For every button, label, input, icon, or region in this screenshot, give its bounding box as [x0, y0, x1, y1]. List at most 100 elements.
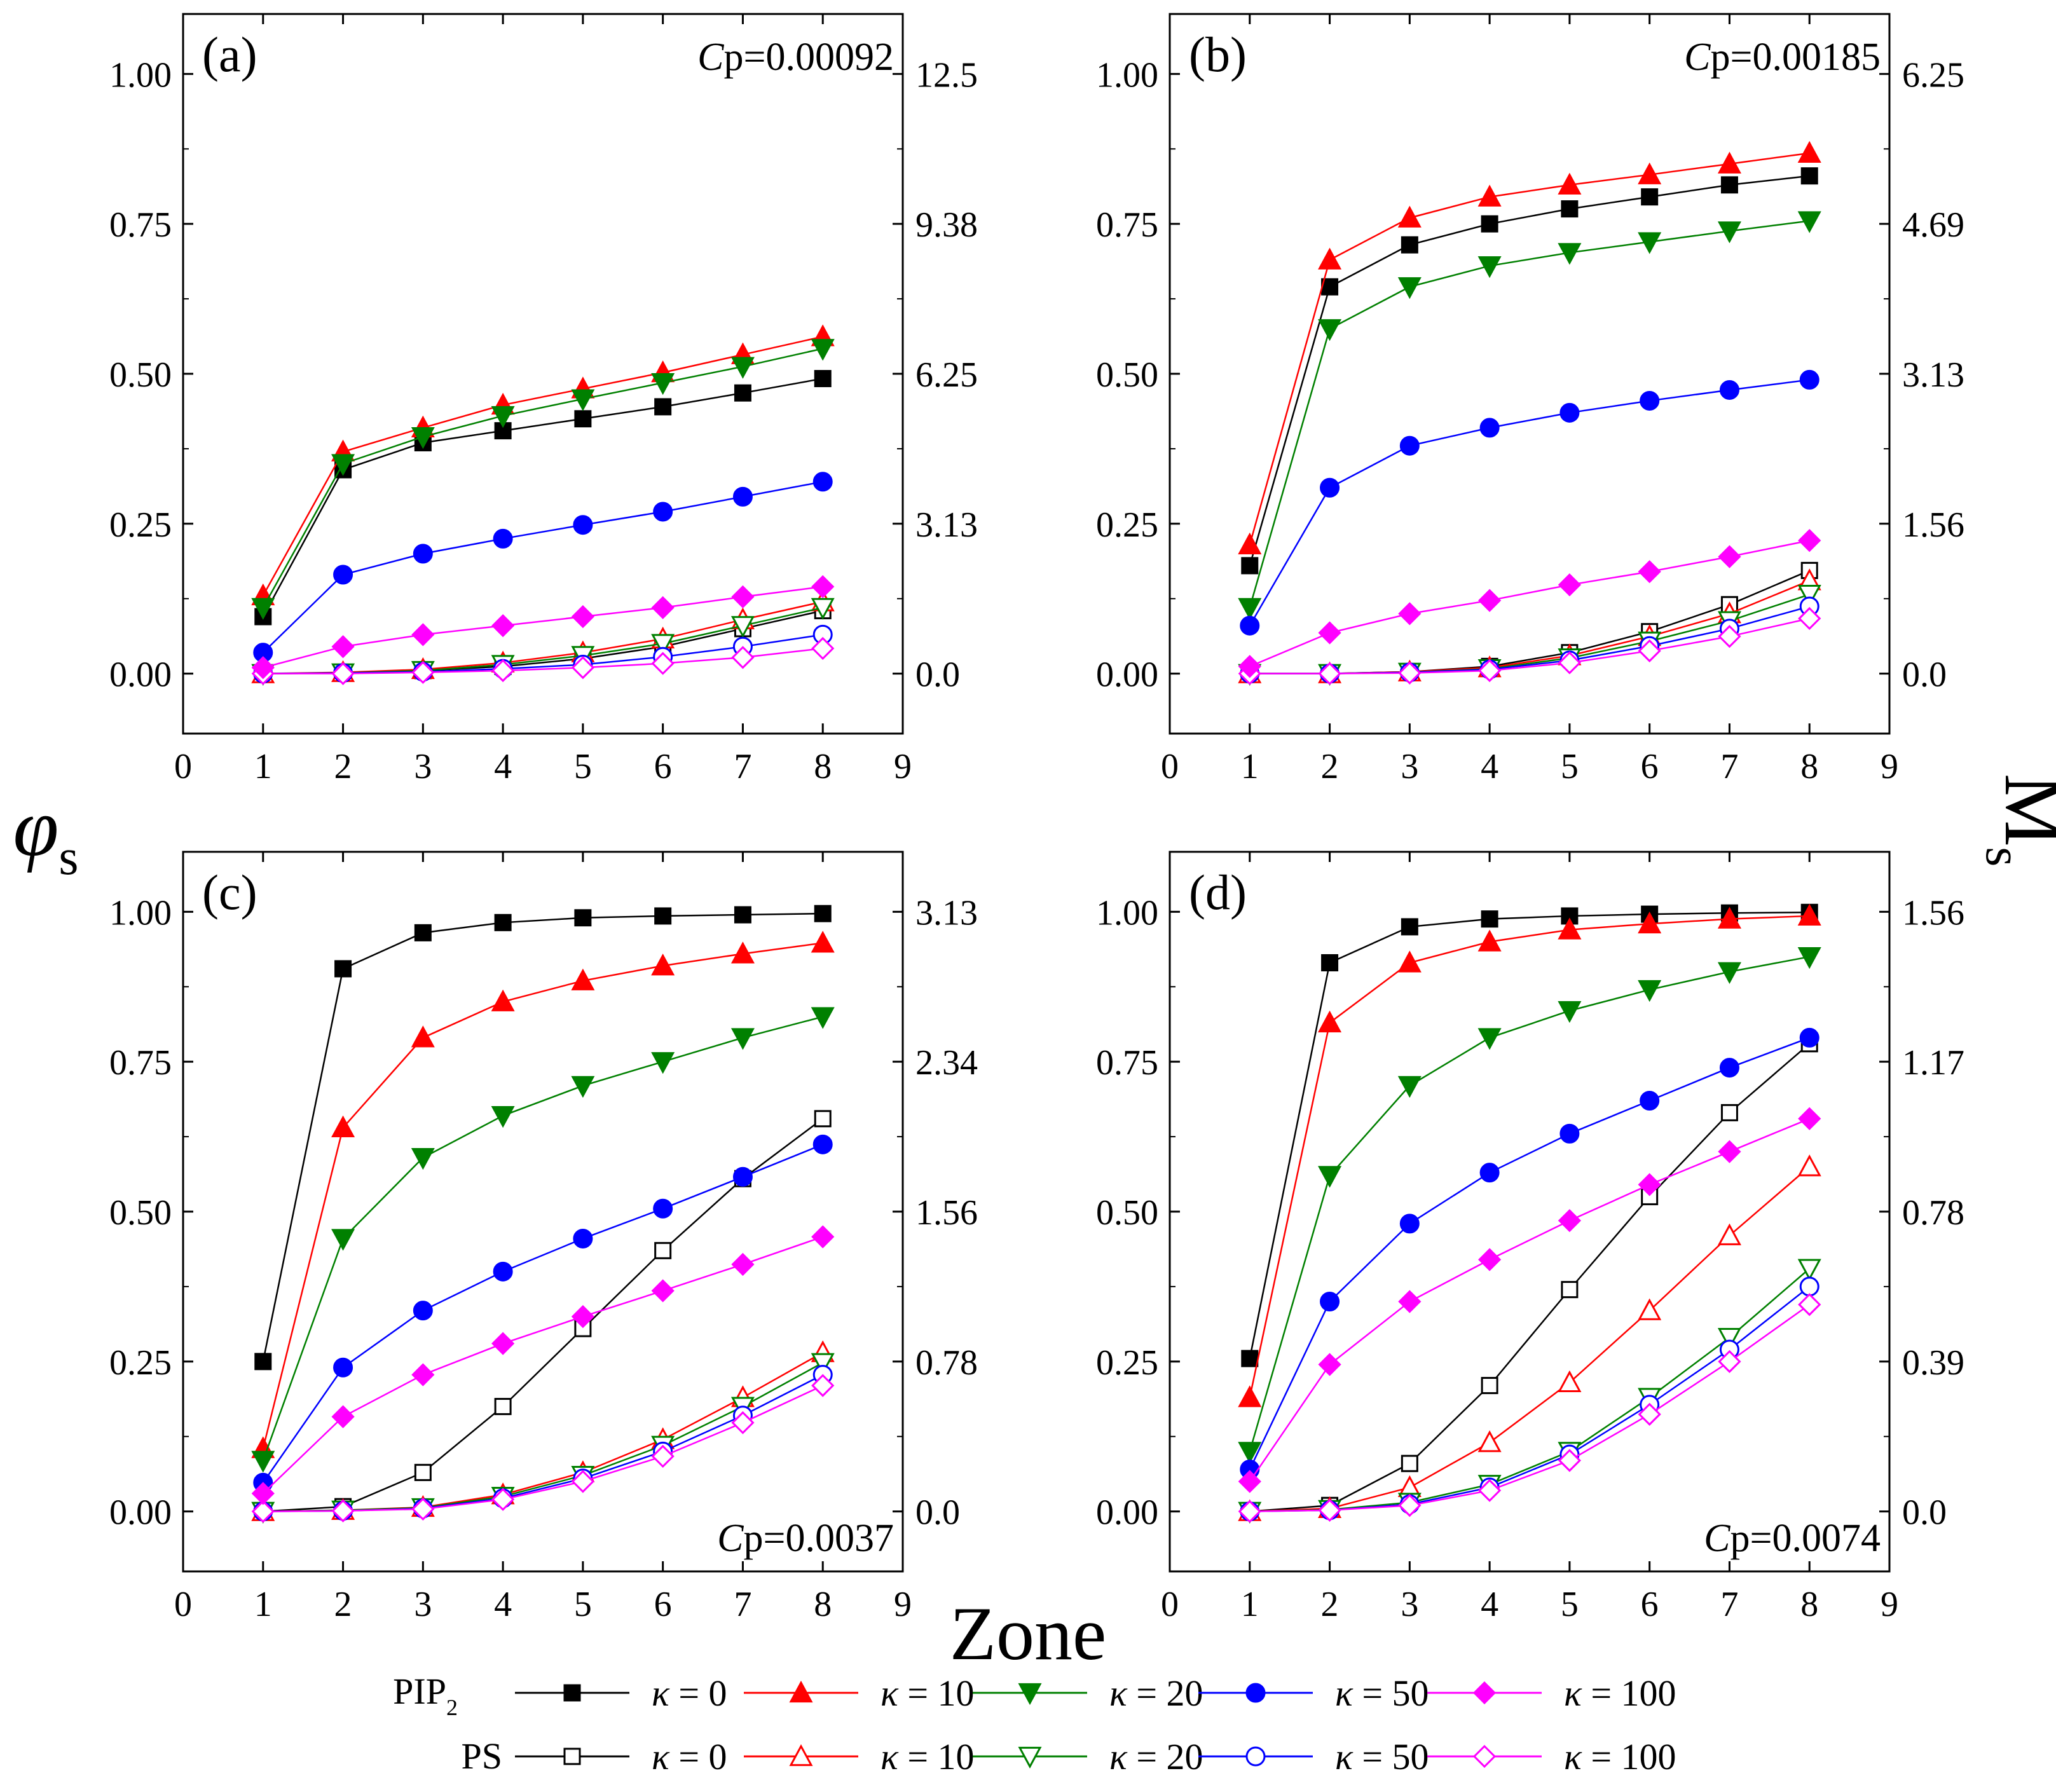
- data-point: [1477, 589, 1502, 612]
- data-point: [1397, 277, 1422, 299]
- data-point: [1398, 661, 1422, 685]
- right-tick-label: 1.56: [915, 1193, 978, 1233]
- series-pip2-k10: [251, 931, 835, 1458]
- right-tick-label: 3.13: [915, 505, 978, 545]
- right-tick-label: 1.17: [1902, 1043, 1964, 1083]
- x-tick-label: 3: [414, 747, 432, 786]
- series-ps-k100: [1238, 606, 1821, 685]
- series-line: [263, 1385, 823, 1512]
- data-point: [1561, 1281, 1579, 1299]
- data-point: [1797, 1259, 1821, 1281]
- data-point: [814, 905, 832, 922]
- y-tick-label: 0.75: [1096, 1043, 1158, 1083]
- data-point: [1398, 1290, 1422, 1313]
- series-pip2-k10: [1238, 903, 1821, 1407]
- data-point: [1638, 162, 1662, 184]
- cp-label: Cp=0.0074: [1704, 1517, 1881, 1560]
- data-point: [494, 1398, 512, 1416]
- data-point: [1399, 435, 1420, 456]
- data-point: [571, 1076, 595, 1098]
- right-tick-label: 0.0: [915, 655, 960, 695]
- series-line: [1249, 379, 1810, 626]
- right-tick-label: 1.56: [1902, 505, 1964, 545]
- data-point: [333, 564, 353, 585]
- x-tick-label: 0: [1161, 747, 1179, 786]
- data-point: [1240, 615, 1260, 636]
- right-tick-label: 0.78: [1902, 1193, 1964, 1233]
- data-point: [1638, 912, 1662, 934]
- data-point: [491, 406, 515, 428]
- data-point: [1477, 184, 1502, 207]
- data-point: [1238, 1500, 1261, 1523]
- y-tick-label: 0.00: [109, 655, 172, 695]
- series-pip2-k0: [254, 905, 832, 1371]
- data-point: [331, 454, 355, 476]
- legend-text: κ = 20: [1109, 1736, 1203, 1777]
- x-tick-label: 6: [1641, 747, 1659, 786]
- legend-text: κ = 20: [1109, 1672, 1203, 1714]
- data-point: [734, 384, 751, 402]
- data-point: [1797, 1154, 1821, 1177]
- data-point: [1640, 1090, 1660, 1111]
- series-line: [263, 1118, 823, 1512]
- series-line: [1249, 912, 1810, 1359]
- y-tick-label: 0.00: [109, 1493, 172, 1533]
- data-point: [1320, 1292, 1340, 1311]
- data-point: [730, 1028, 755, 1050]
- legend-marker: [1245, 1746, 1266, 1767]
- right-tick-label: 3.13: [1902, 355, 1964, 395]
- series-line: [262, 942, 823, 1449]
- data-point: [1641, 188, 1659, 206]
- data-point: [1638, 232, 1662, 254]
- data-point: [1558, 243, 1582, 265]
- data-point: [1241, 557, 1259, 575]
- data-point: [411, 660, 435, 684]
- data-point: [571, 1470, 595, 1493]
- data-point: [574, 909, 592, 927]
- legend-pip2-k100: κ = 100: [1427, 1672, 1676, 1714]
- x-tick-label: 9: [894, 1585, 912, 1624]
- data-point: [411, 1363, 435, 1386]
- data-point: [331, 1499, 355, 1522]
- data-point: [651, 954, 675, 976]
- x-tick-label: 0: [1161, 1585, 1179, 1624]
- series-ps-k100: [1238, 1293, 1821, 1523]
- panel-label: (b): [1189, 27, 1247, 82]
- plot-frame: [182, 851, 904, 1573]
- series-pip2-k50: [253, 472, 833, 663]
- data-point: [1320, 477, 1340, 498]
- right-tick-label: 3.13: [915, 893, 978, 933]
- data-point: [1717, 221, 1741, 243]
- right-tick-label: 0.0: [1902, 1493, 1947, 1533]
- data-point: [413, 544, 433, 564]
- legend-marker: [789, 1744, 813, 1767]
- legend-marker: [1018, 1746, 1042, 1769]
- data-point: [1798, 529, 1821, 552]
- data-point: [811, 1353, 835, 1375]
- right-tick-label: 0.78: [915, 1343, 978, 1383]
- data-point: [491, 659, 515, 683]
- data-point: [333, 1357, 353, 1378]
- legend-text: κ = 100: [1564, 1672, 1676, 1714]
- series-line: [262, 1236, 823, 1494]
- data-point: [1797, 140, 1821, 163]
- x-tick-label: 7: [734, 747, 751, 786]
- data-point: [651, 1279, 675, 1303]
- data-point: [411, 1148, 435, 1170]
- y-tick-label: 0.00: [1096, 655, 1158, 695]
- x-tick-label: 5: [574, 747, 592, 786]
- series-pip2-k20: [1238, 211, 1821, 620]
- x-tick-label: 5: [1561, 747, 1579, 786]
- x-tick-label: 1: [254, 1585, 272, 1624]
- data-point: [1800, 561, 1818, 579]
- data-point: [331, 1405, 355, 1428]
- data-point: [413, 1301, 433, 1321]
- data-point: [1558, 1370, 1582, 1392]
- data-point: [1797, 585, 1821, 607]
- series-line: [1249, 1304, 1810, 1512]
- data-point: [811, 339, 835, 361]
- x-tick-label: 9: [1881, 747, 1898, 786]
- x-tick-label: 3: [1401, 747, 1418, 786]
- data-point: [1638, 980, 1662, 1002]
